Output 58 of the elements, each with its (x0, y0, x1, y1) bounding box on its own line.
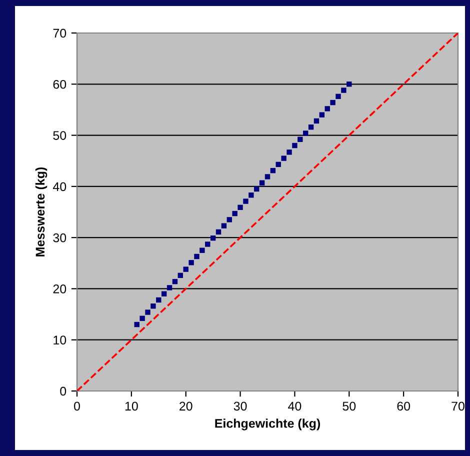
point (194, 254, 200, 260)
y-tick-label: 50 (53, 131, 66, 140)
point (330, 100, 336, 106)
point (178, 272, 184, 278)
x-tick-label: 40 (288, 402, 302, 411)
point (341, 88, 346, 93)
point (259, 180, 265, 186)
point (200, 248, 205, 253)
point (140, 316, 145, 321)
point (336, 94, 341, 100)
y-tick-label: 30 (53, 233, 66, 242)
point (286, 150, 292, 155)
point (243, 198, 248, 204)
point (303, 130, 308, 136)
y-tick-label: 20 (53, 284, 66, 294)
point (183, 266, 188, 272)
point (298, 136, 303, 142)
point (281, 156, 286, 161)
y-tick-label: 10 (54, 336, 66, 345)
point (346, 82, 352, 87)
point (161, 291, 167, 296)
point (226, 217, 232, 222)
point (324, 106, 330, 112)
point (134, 322, 140, 328)
point (232, 210, 238, 216)
point (248, 192, 254, 198)
y-tick-label: 70 (53, 28, 66, 38)
y-tick-label: 40 (52, 182, 66, 192)
x-axis-title: Eichgewichte (kg) (215, 418, 320, 430)
point (150, 304, 156, 309)
point (314, 118, 320, 124)
y-tick-label: 0 (60, 386, 66, 396)
x-tick-label: 10 (125, 402, 138, 411)
point (319, 112, 325, 118)
point (308, 124, 314, 130)
point (270, 168, 276, 174)
x-tick-label: 20 (180, 402, 192, 411)
point (166, 285, 172, 290)
x-tick-label: 70 (452, 402, 464, 411)
x-tick-label: 50 (342, 402, 356, 411)
point (210, 235, 216, 241)
y-tick-label: 60 (53, 80, 66, 89)
point (156, 297, 162, 303)
point (264, 174, 270, 180)
point (205, 242, 210, 247)
point (254, 186, 260, 192)
point (172, 278, 178, 284)
y-axis-title: Messwerte (kg) (35, 167, 48, 256)
point (238, 204, 243, 210)
x-tick-label: 30 (234, 402, 247, 411)
point (276, 162, 281, 168)
point (221, 223, 227, 228)
point (188, 260, 194, 266)
point (145, 310, 150, 315)
point (292, 142, 298, 148)
point (216, 229, 222, 235)
x-tick-label: 0 (74, 402, 80, 411)
x-tick-label: 60 (397, 402, 410, 411)
